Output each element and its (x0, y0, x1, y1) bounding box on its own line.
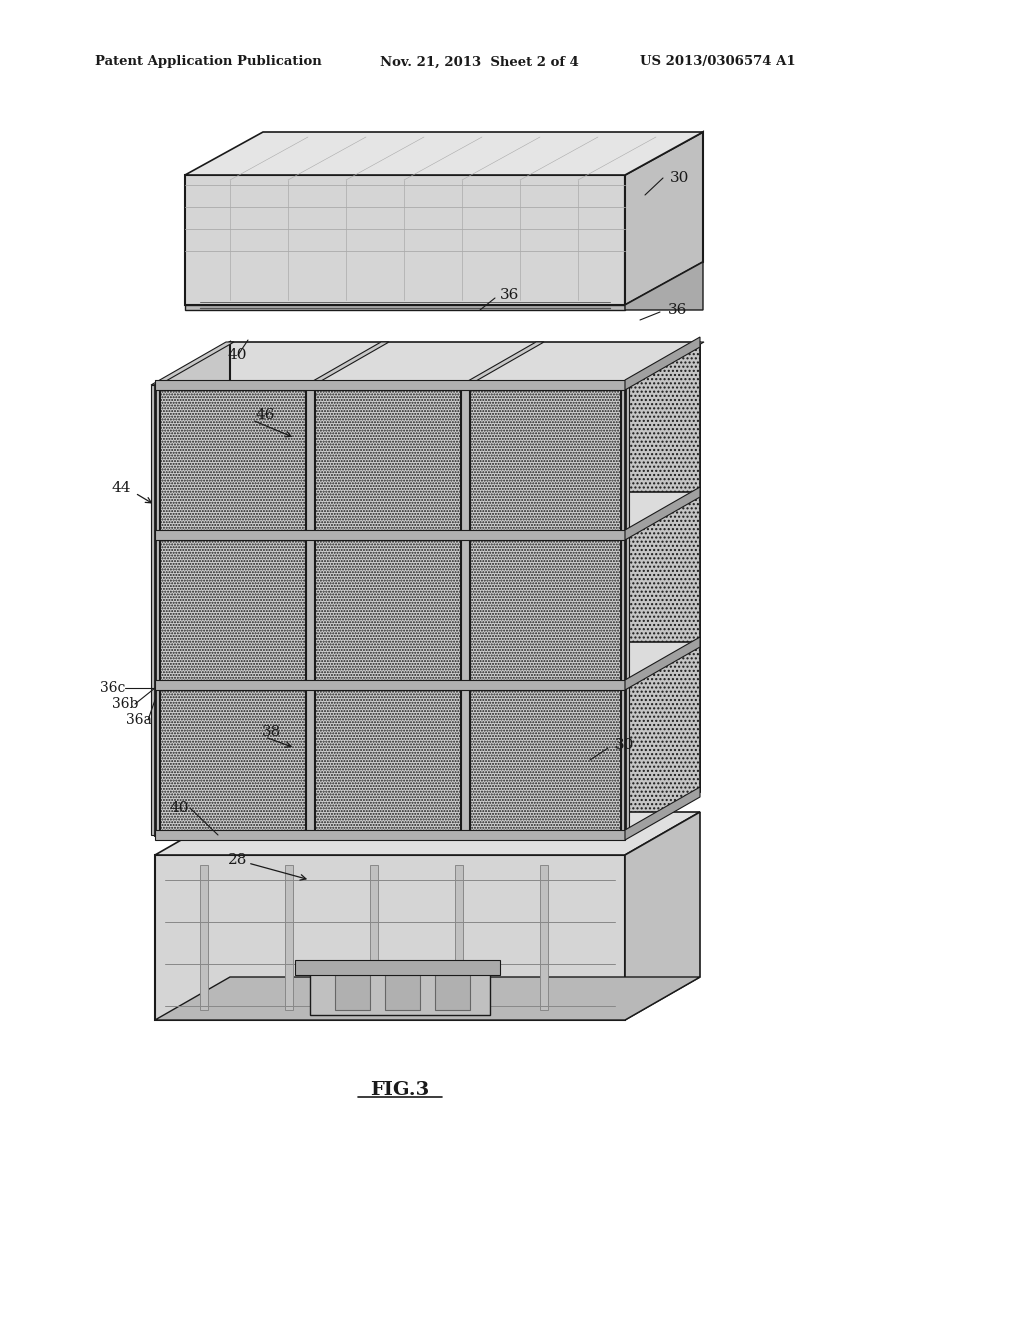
Text: Nov. 21, 2013  Sheet 2 of 4: Nov. 21, 2013 Sheet 2 of 4 (380, 55, 579, 69)
Polygon shape (625, 132, 703, 305)
Polygon shape (625, 642, 700, 836)
Polygon shape (295, 960, 500, 975)
Text: 36: 36 (668, 304, 687, 317)
Polygon shape (370, 865, 378, 1010)
Polygon shape (461, 342, 544, 385)
Text: 44: 44 (112, 480, 131, 495)
Polygon shape (621, 385, 629, 836)
Polygon shape (285, 865, 293, 1010)
Polygon shape (625, 787, 700, 840)
Text: 40: 40 (170, 801, 189, 814)
Polygon shape (315, 389, 460, 531)
Polygon shape (155, 680, 625, 690)
Polygon shape (625, 261, 703, 310)
Polygon shape (310, 970, 490, 1015)
Polygon shape (155, 855, 625, 1020)
Polygon shape (625, 492, 700, 685)
Text: 30: 30 (670, 172, 689, 185)
Polygon shape (160, 540, 305, 680)
Polygon shape (625, 342, 700, 535)
Polygon shape (625, 638, 700, 690)
Text: 28: 28 (228, 853, 248, 867)
Polygon shape (185, 261, 703, 305)
Text: 40: 40 (228, 348, 248, 362)
Polygon shape (155, 342, 700, 385)
Polygon shape (155, 642, 700, 685)
Polygon shape (621, 342, 705, 385)
Polygon shape (151, 342, 234, 385)
Polygon shape (540, 865, 548, 1010)
Polygon shape (335, 975, 370, 1010)
Polygon shape (155, 977, 700, 1020)
Polygon shape (306, 342, 389, 385)
Polygon shape (625, 487, 700, 540)
Polygon shape (470, 540, 620, 680)
Text: 30: 30 (615, 738, 635, 752)
Polygon shape (155, 830, 625, 840)
Polygon shape (185, 132, 703, 176)
Polygon shape (155, 342, 230, 836)
Polygon shape (315, 540, 460, 680)
Polygon shape (470, 690, 620, 830)
Text: Patent Application Publication: Patent Application Publication (95, 55, 322, 69)
Text: US 2013/0306574 A1: US 2013/0306574 A1 (640, 55, 796, 69)
Polygon shape (315, 690, 460, 830)
Polygon shape (155, 380, 625, 389)
Polygon shape (160, 690, 305, 830)
Polygon shape (151, 385, 159, 836)
Polygon shape (306, 385, 314, 836)
Polygon shape (160, 389, 305, 531)
Text: 38: 38 (262, 725, 282, 739)
Text: 36c: 36c (100, 681, 125, 696)
Text: 36a: 36a (126, 713, 152, 727)
Text: 36b: 36b (112, 697, 138, 711)
Polygon shape (625, 812, 700, 1020)
Text: 46: 46 (255, 408, 274, 422)
Text: FIG.3: FIG.3 (371, 1081, 430, 1100)
Polygon shape (625, 337, 700, 389)
Text: 36: 36 (500, 288, 519, 302)
Polygon shape (200, 865, 208, 1010)
Polygon shape (155, 812, 700, 855)
Polygon shape (155, 531, 625, 540)
Polygon shape (155, 492, 700, 535)
Polygon shape (435, 975, 470, 1010)
Polygon shape (185, 305, 625, 310)
Polygon shape (470, 389, 620, 531)
Polygon shape (185, 176, 625, 305)
Polygon shape (461, 385, 469, 836)
Polygon shape (625, 342, 700, 836)
Polygon shape (385, 975, 420, 1010)
Polygon shape (455, 865, 463, 1010)
